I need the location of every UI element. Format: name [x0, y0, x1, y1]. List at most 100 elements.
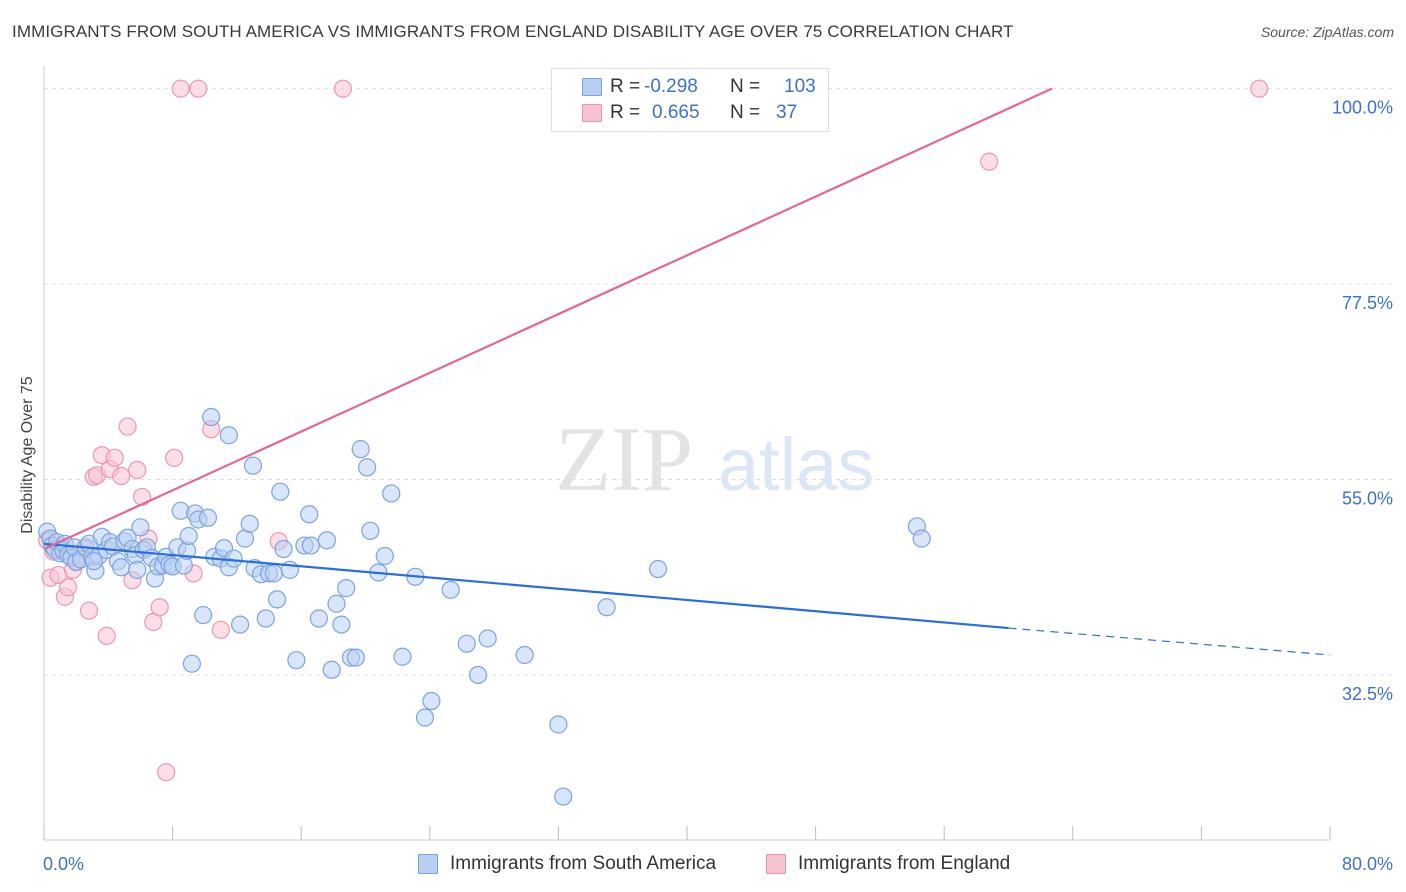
y-tick-label: 32.5%	[1342, 684, 1393, 704]
south-america-point	[478, 629, 497, 648]
south-america-point	[309, 609, 328, 628]
england-point	[189, 79, 208, 98]
south-america-point	[648, 559, 668, 579]
south-america-points	[38, 407, 931, 806]
south-america-point	[271, 482, 290, 501]
axes: 0.0% 80.0%	[43, 66, 1393, 874]
x-tick-label-max: 80.0%	[1342, 854, 1393, 874]
y-tick-label: 55.0%	[1342, 489, 1393, 509]
south-america-point	[198, 508, 218, 527]
england-trend-line	[43, 87, 1053, 551]
south-america-point	[912, 529, 931, 548]
south-america-point	[240, 514, 259, 533]
south-america-point	[457, 634, 476, 653]
legend-swatch-pink	[582, 104, 602, 122]
legend-r-value: 0.665	[652, 102, 700, 123]
england-point	[1250, 79, 1269, 98]
south-america-point	[327, 594, 346, 613]
england-point	[128, 460, 147, 480]
south-america-point	[597, 598, 616, 617]
south-america-point	[179, 526, 198, 546]
x-tick-label-min: 0.0%	[43, 854, 84, 874]
england-point	[118, 417, 137, 436]
england-point	[112, 466, 131, 486]
source-label: Source: ZipAtlas.com	[1260, 24, 1394, 40]
south-america-point	[112, 558, 131, 577]
south-america-point	[515, 645, 534, 665]
south-america-point	[361, 521, 380, 540]
south-america-point	[322, 660, 341, 679]
south-america-point	[274, 539, 293, 559]
south-america-point	[375, 546, 394, 566]
south-america-point	[202, 407, 221, 427]
bottom-legend-label: Immigrants from England	[798, 853, 1011, 874]
england-point	[79, 601, 99, 620]
england-point	[333, 79, 353, 98]
england-point	[980, 152, 999, 171]
bottom-legend-label: Immigrants from South America	[450, 853, 717, 874]
south-america-point	[264, 564, 283, 583]
south-america-point	[84, 552, 103, 571]
south-america-point	[358, 458, 377, 477]
south-america-point	[346, 648, 365, 667]
legend-r-value: -0.298	[644, 76, 698, 97]
england-point	[150, 598, 169, 617]
south-america-point	[337, 579, 356, 598]
south-america-point	[243, 456, 263, 475]
england-point	[171, 79, 190, 98]
south-america-point	[267, 590, 287, 609]
y-tick-label: 77.5%	[1342, 293, 1393, 313]
legend-swatch-blue	[582, 78, 602, 96]
legend-n-label: N =	[730, 76, 761, 97]
south-america-point	[131, 518, 150, 537]
south-america-point	[422, 691, 441, 711]
south-america-point	[393, 647, 412, 666]
england-point	[105, 448, 124, 467]
bottom-legend-swatch-blue	[418, 854, 438, 874]
south-america-point	[231, 615, 250, 634]
england-point	[97, 626, 116, 645]
south-america-trend-extension	[1008, 627, 1331, 656]
england-point	[132, 487, 152, 507]
south-america-point	[224, 549, 243, 568]
england-point	[211, 620, 230, 639]
england-point	[59, 578, 78, 597]
watermark-zip: ZIP	[555, 408, 693, 510]
legend-r-label: R =	[610, 102, 641, 123]
bottom-legend-swatch-pink	[766, 854, 786, 874]
trend-lines	[43, 87, 1331, 656]
england-point	[157, 763, 176, 782]
south-america-trend-line	[43, 542, 1009, 630]
south-america-point	[382, 484, 401, 503]
south-america-point	[194, 605, 213, 625]
south-america-point	[415, 708, 435, 727]
south-america-point	[317, 531, 337, 550]
legend-n-value: 103	[784, 76, 816, 97]
south-america-point	[128, 560, 147, 579]
watermark: ZIP atlas	[555, 408, 874, 510]
south-america-point	[468, 665, 488, 685]
legend-r-label: R =	[610, 76, 641, 97]
south-america-point	[256, 609, 275, 628]
legend-n-value: 37	[776, 102, 798, 123]
legend-n-label: N =	[730, 102, 761, 123]
gridlines	[44, 88, 1395, 676]
england-point	[165, 448, 184, 467]
south-america-point	[554, 787, 573, 806]
south-america-point	[549, 715, 568, 734]
south-america-point	[182, 654, 201, 673]
south-america-point	[351, 440, 370, 459]
south-america-point	[441, 580, 460, 599]
south-america-point	[287, 651, 306, 670]
chart-title: IMMIGRANTS FROM SOUTH AMERICA VS IMMIGRA…	[12, 22, 1014, 41]
south-america-point	[301, 536, 320, 555]
south-america-point	[174, 556, 193, 575]
south-america-point	[219, 426, 238, 445]
correlation-legend: R = -0.298 N = 103 R = 0.665 N = 37	[551, 68, 829, 132]
y-tick-label: 100.0%	[1332, 98, 1393, 118]
y-tick-labels: 32.5% 55.0% 77.5% 100.0%	[1332, 98, 1393, 704]
watermark-atlas: atlas	[718, 423, 874, 506]
south-america-point	[300, 505, 319, 524]
south-america-point	[332, 615, 351, 634]
